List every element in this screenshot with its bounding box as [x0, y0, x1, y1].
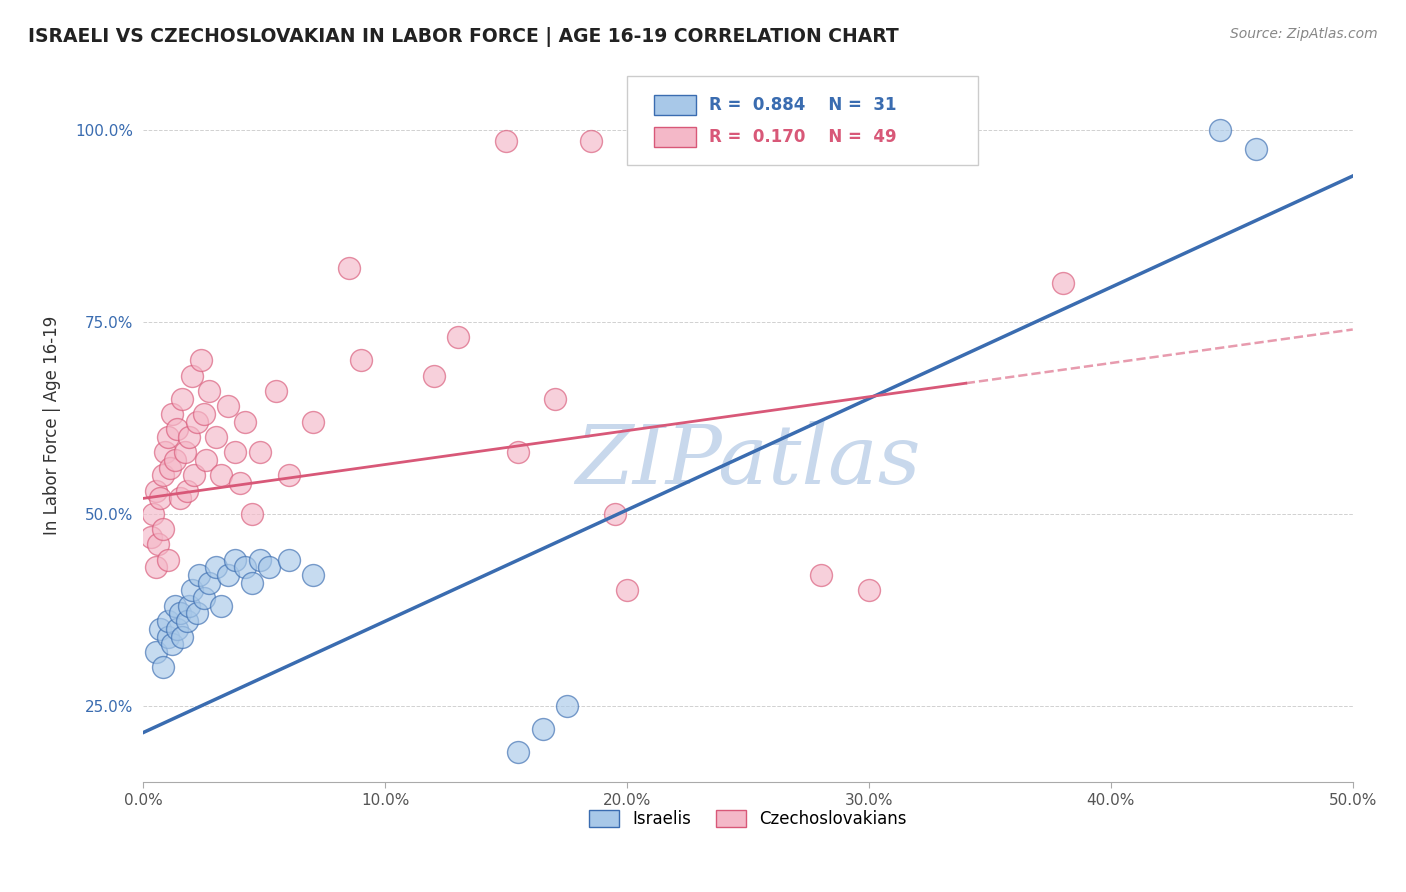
Point	[676, 135, 699, 149]
Point	[616, 583, 638, 598]
Point	[172, 630, 194, 644]
Point	[555, 698, 578, 713]
Point	[277, 468, 299, 483]
Point	[249, 445, 271, 459]
Point	[176, 614, 198, 628]
Point	[180, 583, 202, 598]
Point	[156, 553, 179, 567]
Point	[159, 460, 181, 475]
Point	[1052, 277, 1074, 291]
Point	[543, 392, 565, 406]
Point	[169, 491, 191, 506]
Point	[193, 407, 215, 421]
FancyBboxPatch shape	[654, 95, 696, 115]
Point	[186, 607, 208, 621]
Point	[205, 560, 228, 574]
Point	[810, 568, 832, 582]
FancyBboxPatch shape	[627, 76, 977, 165]
Point	[197, 575, 219, 590]
Point	[205, 430, 228, 444]
Point	[145, 560, 167, 574]
Legend: Israelis, Czechoslovakians: Israelis, Czechoslovakians	[582, 803, 914, 835]
Point	[640, 135, 662, 149]
Point	[149, 622, 172, 636]
Point	[152, 522, 174, 536]
Point	[186, 415, 208, 429]
Point	[257, 560, 280, 574]
Point	[156, 430, 179, 444]
Point	[153, 445, 176, 459]
Point	[603, 507, 626, 521]
Point	[858, 583, 880, 598]
Point	[152, 660, 174, 674]
Point	[139, 530, 162, 544]
Point	[579, 135, 602, 149]
FancyBboxPatch shape	[654, 127, 696, 147]
Point	[166, 422, 188, 436]
Text: R =  0.884    N =  31: R = 0.884 N = 31	[710, 96, 897, 114]
Point	[197, 384, 219, 398]
Point	[337, 261, 360, 276]
Point	[447, 330, 470, 344]
Point	[163, 453, 186, 467]
Point	[163, 599, 186, 613]
Point	[217, 399, 239, 413]
Point	[224, 445, 246, 459]
Point	[142, 507, 165, 521]
Point	[229, 475, 252, 490]
Point	[422, 368, 444, 383]
Point	[240, 507, 263, 521]
Text: R =  0.170    N =  49: R = 0.170 N = 49	[710, 128, 897, 146]
Point	[785, 135, 807, 149]
Text: ISRAELI VS CZECHOSLOVAKIAN IN LABOR FORCE | AGE 16-19 CORRELATION CHART: ISRAELI VS CZECHOSLOVAKIAN IN LABOR FORC…	[28, 27, 898, 46]
Point	[233, 560, 256, 574]
Text: Source: ZipAtlas.com: Source: ZipAtlas.com	[1230, 27, 1378, 41]
Point	[209, 468, 232, 483]
Point	[179, 430, 201, 444]
Point	[156, 614, 179, 628]
Point	[195, 453, 218, 467]
Point	[156, 630, 179, 644]
Point	[145, 483, 167, 498]
Text: ZIPatlas: ZIPatlas	[575, 421, 921, 501]
Point	[508, 445, 530, 459]
Point	[495, 135, 517, 149]
Point	[1244, 142, 1267, 156]
Point	[180, 368, 202, 383]
Point	[173, 445, 195, 459]
Y-axis label: In Labor Force | Age 16-19: In Labor Force | Age 16-19	[44, 316, 60, 535]
Point	[233, 415, 256, 429]
Point	[188, 568, 211, 582]
Point	[1209, 123, 1232, 137]
Point	[209, 599, 232, 613]
Point	[266, 384, 288, 398]
Point	[152, 468, 174, 483]
Point	[217, 568, 239, 582]
Point	[146, 537, 169, 551]
Point	[166, 622, 188, 636]
Point	[169, 607, 191, 621]
Point	[162, 637, 184, 651]
Point	[224, 553, 246, 567]
Point	[845, 135, 868, 149]
Point	[149, 491, 172, 506]
Point	[301, 415, 323, 429]
Point	[183, 468, 205, 483]
Point	[179, 599, 201, 613]
Point	[277, 553, 299, 567]
Point	[240, 575, 263, 590]
Point	[508, 745, 530, 759]
Point	[145, 645, 167, 659]
Point	[531, 722, 554, 736]
Point	[350, 353, 373, 368]
Point	[162, 407, 184, 421]
Point	[190, 353, 212, 368]
Point	[193, 591, 215, 606]
Point	[301, 568, 323, 582]
Point	[172, 392, 194, 406]
Point	[176, 483, 198, 498]
Point	[249, 553, 271, 567]
